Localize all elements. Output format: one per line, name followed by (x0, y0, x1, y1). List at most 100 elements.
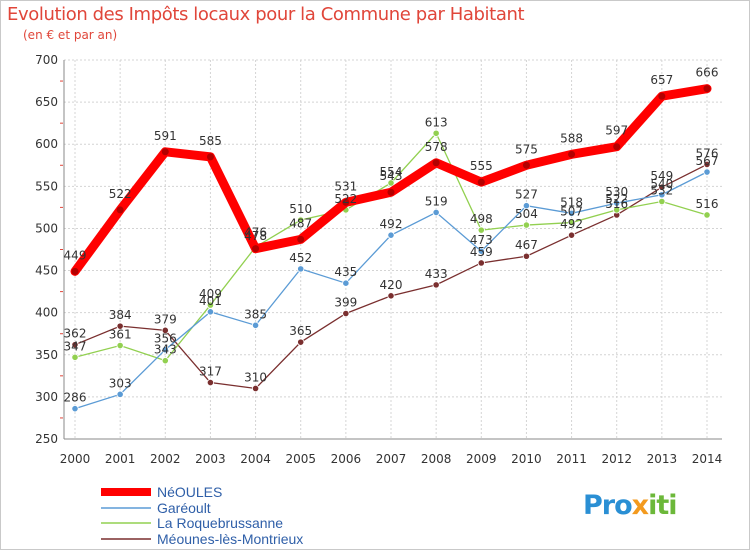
point-gareoult-2012 (613, 199, 621, 207)
legend-label-neoules: NéOULES (157, 484, 223, 500)
point-gareoult-2002 (161, 346, 169, 354)
data-label-neoules-2000: 449 (64, 248, 87, 262)
legend-label-meounes-les-montrieux: Méounes-lès-Montrieux (157, 531, 304, 547)
data-label-gareoult-2010: 527 (515, 188, 538, 202)
data-label-gareoult-2013: 540 (650, 177, 673, 191)
data-label-meounes-les-montrieux-2011: 492 (560, 217, 583, 231)
point-neoules-2013 (658, 92, 666, 100)
x-tick-label-2001: 2001 (105, 452, 136, 466)
point-gareoult-2005 (297, 265, 305, 273)
data-label-la-roquebrussanne-2000: 347 (64, 339, 87, 353)
data-label-gareoult-2005: 452 (289, 251, 312, 265)
data-label-meounes-les-montrieux-2005: 365 (289, 324, 312, 338)
point-gareoult-2004 (251, 321, 260, 329)
point-gareoult-2003 (206, 308, 215, 316)
y-tick-label-300: 300 (35, 390, 58, 404)
data-label-meounes-les-montrieux-2013: 549 (650, 169, 673, 183)
data-label-la-roquebrussanne-2004: 478 (244, 229, 267, 243)
data-label-meounes-les-montrieux-2002: 379 (154, 312, 177, 326)
point-meounes-les-montrieux-2004 (251, 384, 260, 393)
proxiti-logo: Proxiti (583, 490, 678, 521)
data-label-gareoult-2003: 401 (199, 294, 222, 308)
data-label-neoules-2013: 657 (650, 73, 673, 87)
x-tick-label-2005: 2005 (285, 452, 316, 466)
x-tick-label-2006: 2006 (331, 452, 362, 466)
data-label-meounes-les-montrieux-2004: 310 (244, 370, 267, 384)
point-neoules-2012 (613, 143, 621, 151)
y-tick-label-450: 450 (35, 264, 58, 278)
data-label-meounes-les-montrieux-2001: 384 (109, 308, 132, 322)
data-label-gareoult-2011: 518 (560, 195, 583, 209)
y-tick-label-550: 550 (35, 179, 58, 193)
x-tick-label-2010: 2010 (511, 452, 542, 466)
point-neoules-2011 (568, 150, 576, 158)
data-label-gareoult-2007: 492 (380, 217, 403, 231)
x-tick-label-2013: 2013 (647, 452, 678, 466)
point-gareoult-2007 (387, 231, 395, 239)
y-tick-label-350: 350 (35, 348, 58, 362)
data-label-gareoult-2008: 519 (425, 194, 448, 208)
data-label-neoules-2008: 578 (425, 140, 448, 154)
data-label-neoules-2005: 487 (289, 216, 312, 230)
point-gareoult-2011 (567, 209, 576, 217)
point-la-roquebrussanne-2008 (432, 129, 440, 137)
point-meounes-les-montrieux-2011 (567, 231, 576, 239)
y-tick-label-700: 700 (35, 53, 58, 67)
data-label-neoules-2014: 666 (696, 66, 719, 80)
point-neoules-2009 (477, 178, 485, 186)
y-tick-label-250: 250 (35, 432, 58, 446)
data-label-la-roquebrussanne-2012: 522 (605, 192, 628, 206)
point-gareoult-2000 (71, 405, 79, 413)
data-label-gareoult-2002: 356 (154, 332, 177, 346)
point-gareoult-2009 (477, 247, 485, 255)
x-tick-label-2009: 2009 (466, 452, 497, 466)
point-meounes-les-montrieux-2006 (342, 309, 350, 318)
point-gareoult-2006 (342, 279, 350, 287)
data-label-neoules-2009: 555 (470, 159, 493, 173)
data-label-la-roquebrussanne-2007: 554 (380, 165, 403, 179)
data-label-la-roquebrussanne-2009: 498 (470, 212, 493, 226)
point-neoules-2010 (522, 161, 530, 169)
x-tick-label-2014: 2014 (692, 452, 723, 466)
chart-subtitle: (en € et par an) (23, 28, 118, 42)
chart-title: Evolution des Impôts locaux pour la Comm… (7, 4, 525, 25)
point-neoules-2004 (252, 245, 260, 253)
point-meounes-les-montrieux-2007 (387, 292, 395, 300)
point-meounes-les-montrieux-2003 (206, 378, 215, 387)
point-gareoult-2001 (116, 390, 124, 398)
point-la-roquebrussanne-2009 (477, 226, 485, 234)
data-label-meounes-les-montrieux-2009: 459 (470, 245, 493, 259)
point-la-roquebrussanne-2014 (703, 211, 711, 219)
point-la-roquebrussanne-2007 (387, 179, 395, 187)
point-neoules-2001 (116, 206, 124, 214)
data-label-neoules-2003: 585 (199, 134, 222, 148)
data-label-gareoult-2000: 286 (64, 391, 87, 405)
data-label-meounes-les-montrieux-2014: 576 (696, 146, 719, 160)
legend-label-la-roquebrussanne: La Roquebrussanne (157, 515, 284, 531)
point-meounes-les-montrieux-2013 (658, 183, 666, 191)
data-label-neoules-2011: 588 (560, 131, 583, 145)
point-meounes-les-montrieux-2005 (297, 338, 305, 346)
point-gareoult-2010 (522, 202, 531, 210)
point-neoules-2002 (161, 148, 169, 156)
point-la-roquebrussanne-2011 (567, 218, 576, 227)
point-la-roquebrussanne-2010 (522, 221, 531, 229)
x-tick-label-2007: 2007 (376, 452, 407, 466)
data-label-meounes-les-montrieux-2006: 399 (334, 296, 357, 310)
data-label-neoules-2007: 543 (380, 169, 403, 183)
data-label-la-roquebrussanne-2011: 507 (560, 205, 583, 219)
data-label-meounes-les-montrieux-2003: 317 (199, 365, 222, 379)
data-label-neoules-2001: 522 (109, 187, 132, 201)
x-tick-label-2000: 2000 (60, 452, 91, 466)
point-la-roquebrussanne-2013 (658, 197, 666, 206)
x-tick-label-2012: 2012 (601, 452, 632, 466)
point-meounes-les-montrieux-2002 (161, 326, 169, 334)
point-neoules-2005 (297, 235, 305, 243)
x-tick-label-2002: 2002 (150, 452, 181, 466)
data-label-la-roquebrussanne-2001: 361 (109, 328, 132, 342)
point-neoules-2000 (71, 267, 79, 275)
data-label-neoules-2002: 591 (154, 129, 177, 143)
point-gareoult-2008 (432, 208, 440, 217)
data-label-neoules-2004: 476 (244, 226, 267, 240)
